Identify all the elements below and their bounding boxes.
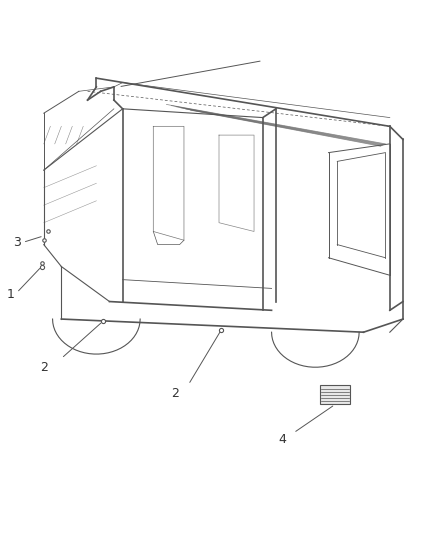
Text: 2: 2 xyxy=(171,387,179,400)
Text: 3: 3 xyxy=(13,236,21,249)
Text: 4: 4 xyxy=(279,433,286,446)
Bar xyxy=(320,385,350,405)
Text: 1: 1 xyxy=(7,288,15,302)
Text: 2: 2 xyxy=(40,361,48,374)
